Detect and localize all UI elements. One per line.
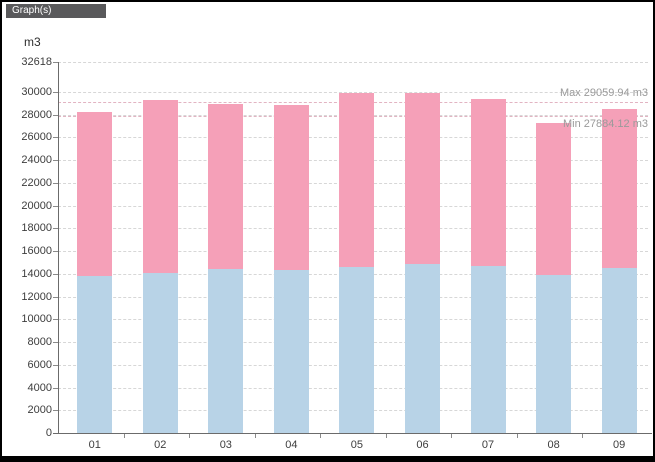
x-axis-tick-label: 02 <box>154 439 167 451</box>
y-axis-tick-label: 4000 <box>27 381 52 394</box>
panel-title: Graph(s) <box>12 5 52 16</box>
y-axis-tick <box>53 182 58 184</box>
bar-segment-top <box>273 105 309 270</box>
bar-segment-bottom <box>77 276 113 433</box>
bar-segment-top <box>142 100 178 273</box>
y-axis-tick <box>53 114 58 116</box>
bar-segment-top <box>208 103 244 270</box>
min-annotation-label: Min 27884.12 m3 <box>563 117 648 130</box>
y-axis-tick <box>53 62 58 63</box>
bar-segment-bottom <box>404 264 440 433</box>
chart-area: 0 2000 4000 6000 8000 10000 12000 14000 16000 180… <box>2 2 653 452</box>
y-axis-tick-label: 18000 <box>21 222 52 235</box>
x-axis-tick <box>254 434 256 438</box>
bar-segment-bottom <box>273 269 309 433</box>
x-axis-tick-label: 07 <box>481 439 495 451</box>
x-axis-line <box>53 433 652 434</box>
y-axis-tick-label: 0 <box>45 427 52 439</box>
x-axis-tick-label: 09 <box>613 439 626 451</box>
y-axis-tick <box>53 410 58 412</box>
y-axis-tick <box>53 205 58 207</box>
grid-line <box>58 91 648 93</box>
bar-segment-top <box>404 92 440 265</box>
bar-segment-top <box>339 93 375 267</box>
x-axis-tick <box>320 434 322 438</box>
y-axis-tick-label: 32618 <box>21 56 52 68</box>
y-axis-tick-label: 6000 <box>27 358 52 371</box>
x-axis-tick <box>582 434 584 438</box>
bar-segment-top <box>470 99 506 266</box>
bar-segment-top <box>601 108 637 269</box>
grid-line <box>58 62 648 63</box>
y-axis-tick-label: 10000 <box>21 313 52 326</box>
y-axis-tick-label: 12000 <box>21 290 52 303</box>
bar-segment-top <box>77 112 113 277</box>
y-axis-tick <box>53 364 58 366</box>
x-axis-tick-label: 05 <box>350 439 364 451</box>
bar-segment-bottom <box>601 268 637 433</box>
bar-segment-bottom <box>470 265 506 433</box>
panel-title-bar: Graph(s) <box>6 4 106 18</box>
bar-segment-bottom <box>142 272 178 433</box>
y-axis-tick-label: 14000 <box>21 267 52 280</box>
bar-segment-bottom <box>536 275 572 433</box>
y-axis-tick <box>53 251 58 252</box>
y-axis-tick <box>53 387 58 389</box>
x-axis-tick <box>123 434 125 438</box>
x-axis-tick <box>516 434 518 438</box>
y-axis-unit-label: m3 <box>24 35 41 49</box>
x-axis-tick <box>451 434 453 438</box>
bar-segment-bottom <box>339 266 375 433</box>
x-axis-tick-label: 08 <box>547 439 560 451</box>
x-axis-tick <box>385 434 387 438</box>
x-axis-tick-label: 04 <box>285 439 298 451</box>
x-axis-tick-label: 06 <box>416 439 429 451</box>
y-axis-tick-label: 28000 <box>21 108 52 121</box>
y-axis-line <box>58 62 59 433</box>
y-axis-tick <box>53 91 58 93</box>
bar-segment-top <box>536 123 572 276</box>
y-axis-tick <box>53 273 58 275</box>
y-axis-tick-label: 22000 <box>21 176 52 189</box>
x-axis-tick <box>189 434 191 438</box>
y-axis-tick-label: 26000 <box>21 131 52 144</box>
y-axis-tick-label: 20000 <box>21 199 52 212</box>
x-axis-tick-label: 01 <box>88 439 101 451</box>
y-axis-tick-label: 8000 <box>27 336 52 348</box>
y-axis-tick <box>53 137 58 139</box>
y-axis-tick-label: 24000 <box>21 154 52 167</box>
y-axis-tick <box>53 342 58 343</box>
y-axis-tick-label: 30000 <box>21 85 52 98</box>
y-axis-tick <box>53 296 58 298</box>
max-annotation-label: Max 29059.94 m3 <box>559 87 648 100</box>
y-axis-tick <box>53 160 58 162</box>
bar-segment-bottom <box>208 269 244 433</box>
x-axis-tick-label: 03 <box>219 439 232 451</box>
y-axis-tick-label: 2000 <box>27 404 52 417</box>
y-axis-tick-label: 16000 <box>21 245 52 257</box>
y-axis-tick <box>53 319 58 321</box>
y-axis-tick <box>53 228 58 230</box>
